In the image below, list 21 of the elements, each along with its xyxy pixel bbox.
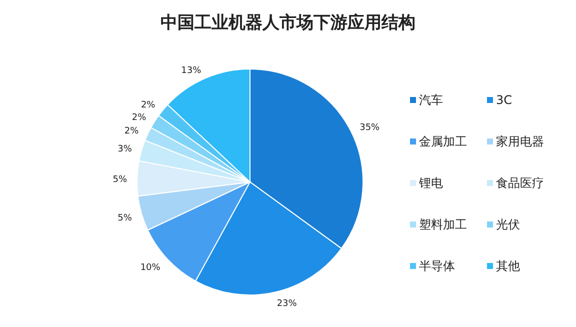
chart-title: 中国工业机器人市场下游应用结构 bbox=[160, 13, 416, 33]
data-label: 13% bbox=[181, 66, 202, 76]
data-label: 2% bbox=[124, 126, 140, 137]
legend-label: 食品医疗 bbox=[496, 176, 544, 190]
legend-label: 其他 bbox=[496, 259, 520, 273]
legend-label: 汽车 bbox=[419, 93, 443, 107]
legend-label: 3C bbox=[496, 93, 512, 107]
legend-label: 半导体 bbox=[419, 259, 455, 273]
data-label: 3% bbox=[118, 144, 132, 155]
data-label: 2% bbox=[140, 100, 156, 111]
data-label: 10% bbox=[140, 263, 161, 274]
legend-label: 塑料加工 bbox=[419, 218, 467, 232]
data-label: 2% bbox=[132, 113, 147, 124]
legend-label: 光伏 bbox=[496, 218, 520, 232]
data-label: 5% bbox=[118, 213, 132, 224]
legend-label: 家用电器 bbox=[496, 134, 544, 148]
data-label: 23% bbox=[276, 299, 298, 310]
data-label: 35% bbox=[360, 123, 380, 134]
data-label: 5% bbox=[112, 175, 128, 186]
legend-label: 锂电 bbox=[418, 176, 443, 190]
legend-label: 金属加工 bbox=[419, 134, 467, 148]
